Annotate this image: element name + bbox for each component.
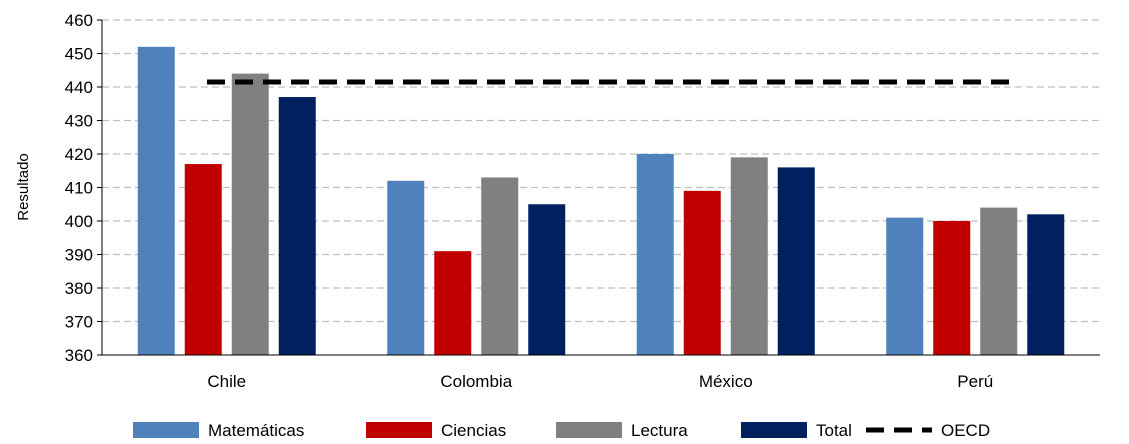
bar-matemticas-2 (387, 180, 425, 355)
y-tick-label: 380 (65, 279, 93, 298)
legend-swatch (556, 422, 622, 438)
legend-label: Ciencias (441, 421, 506, 439)
y-tick-label: 360 (65, 346, 93, 365)
y-tick-labels: 360 370 380 390 400 410 420 430 440 450 460 (65, 11, 93, 365)
bar-total-1 (278, 97, 316, 356)
bar-ciencias-2 (434, 251, 472, 355)
x-category-label: Colombia (440, 372, 512, 391)
bar-total-3 (777, 167, 815, 355)
bar-ciencias-3 (683, 190, 721, 355)
legend-label: OECD (941, 421, 990, 439)
legend-label: Lectura (631, 421, 688, 439)
y-tick-label: 420 (65, 145, 93, 164)
bar-lectura-4 (980, 207, 1018, 355)
bar-matemticas-1 (137, 46, 175, 356)
legend-swatch (133, 422, 199, 438)
y-tick-label: 460 (65, 11, 93, 30)
bars (137, 46, 1065, 356)
y-tick-label: 410 (65, 179, 93, 198)
y-tick-label: 400 (65, 212, 93, 231)
axes (97, 19, 1100, 356)
legend-swatch (366, 422, 432, 438)
legend: Matemáticas Ciencias Lectura Total OECD (133, 421, 990, 440)
x-category-labels: Chile Colombia México Perú (207, 372, 993, 391)
bar-total-4 (1027, 214, 1065, 355)
bar-matemticas-3 (636, 154, 674, 355)
bar-ciencias-1 (184, 164, 222, 355)
bar-lectura-1 (231, 73, 269, 355)
y-axis-title: Resultado (15, 153, 32, 221)
y-tick-label: 430 (65, 112, 93, 131)
bar-lectura-2 (481, 177, 519, 355)
y-tick-label: 450 (65, 45, 93, 64)
x-category-label: México (699, 372, 753, 391)
x-category-label: Chile (207, 372, 246, 391)
y-tick-label: 390 (65, 246, 93, 265)
bar-lectura-3 (730, 157, 768, 355)
y-tick-label: 370 (65, 313, 93, 332)
legend-swatch (741, 422, 807, 438)
x-category-label: Perú (957, 372, 993, 391)
y-tick-label: 440 (65, 78, 93, 97)
legend-label: Matemáticas (208, 421, 304, 439)
bar-total-2 (528, 204, 566, 355)
bar-matemticas-4 (886, 217, 924, 355)
bar-ciencias-4 (933, 221, 971, 355)
legend-label: Total (816, 421, 852, 439)
